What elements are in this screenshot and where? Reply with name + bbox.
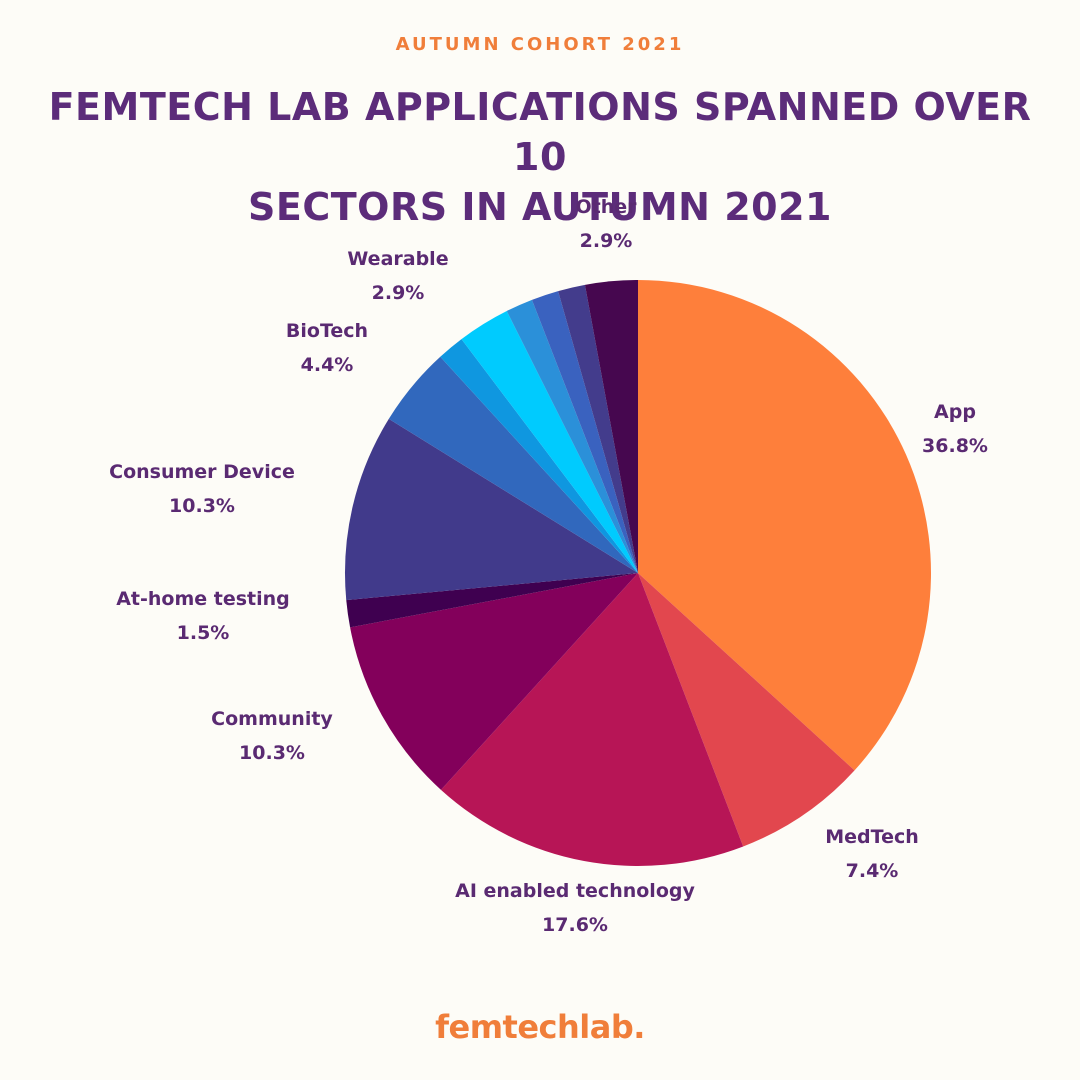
slice-value-medtech: 7.4% (846, 860, 899, 882)
slice-label-wearable: Wearable (347, 248, 448, 270)
slice-label-other: Other (575, 196, 637, 218)
slice-label-app: App (934, 401, 976, 423)
pie-slice-community (350, 573, 638, 790)
slice-value-app: 36.8% (922, 435, 988, 457)
pie-slice-unlabeled-7 (440, 339, 638, 573)
slice-label-at-home-testing: At-home testing (116, 588, 290, 610)
femtechlab-logo: femtechlab. (435, 1008, 645, 1046)
slice-value-consumer-device: 10.3% (169, 495, 235, 517)
slice-value-at-home-testing: 1.5% (177, 622, 230, 644)
slice-value-community: 10.3% (239, 742, 305, 764)
slice-value-biotech: 4.4% (301, 354, 354, 376)
chart-title: FEMTECH LAB APPLICATIONS SPANNED OVER 10… (40, 82, 1040, 232)
slice-label-medtech: MedTech (825, 826, 919, 848)
slice-label-ai-enabled-technology: AI enabled technology (455, 880, 695, 902)
slice-label-consumer-device: Consumer Device (109, 461, 295, 483)
pie-slice-unlabeled-9 (506, 299, 638, 573)
pie-slice-other (584, 280, 638, 573)
chart-title-line-1: FEMTECH LAB APPLICATIONS SPANNED OVER 10 (48, 85, 1032, 179)
pie-slice-biotech (388, 356, 638, 573)
pie-slice-wearable (461, 311, 638, 573)
slice-value-ai-enabled-technology: 17.6% (542, 914, 608, 936)
pie-slice-medtech (638, 573, 855, 847)
chart-title-line-2: SECTORS IN AUTUMN 2021 (248, 185, 832, 229)
pie-slice-unlabeled-11 (558, 284, 638, 573)
pie-slice-app (638, 280, 931, 771)
pie-slice-consumer-device (344, 418, 638, 601)
pie-slices (344, 280, 931, 867)
pie-labels: App 36.8% MedTech 7.4% AI enabled technology… (109, 196, 988, 936)
slice-label-biotech: BioTech (286, 320, 368, 342)
slice-value-other: 2.9% (580, 230, 633, 252)
pie-slice-at-home-testing (346, 573, 638, 628)
slice-label-community: Community (211, 708, 333, 730)
chart-kicker: AUTUMN COHORT 2021 (395, 34, 685, 55)
pie-slice-ai-enabled-technology (440, 573, 744, 867)
pie-slice-unlabeled-10 (531, 291, 638, 573)
slice-value-wearable: 2.9% (372, 282, 425, 304)
